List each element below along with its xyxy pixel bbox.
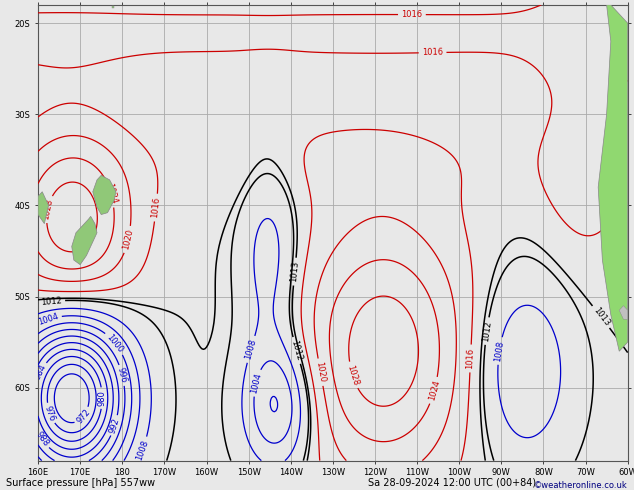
Text: 1020: 1020: [314, 361, 327, 383]
Text: 1012: 1012: [481, 320, 493, 342]
Text: 984: 984: [34, 363, 48, 381]
Text: 1013: 1013: [289, 261, 301, 283]
Text: 980: 980: [98, 390, 107, 406]
Text: 1016: 1016: [465, 348, 476, 369]
Text: ©weatheronline.co.uk: ©weatheronline.co.uk: [534, 481, 628, 490]
Text: Surface pressure [hPa] 557ww: Surface pressure [hPa] 557ww: [6, 478, 155, 488]
Text: 1008: 1008: [493, 340, 505, 362]
Text: 972: 972: [75, 408, 92, 425]
Text: 976: 976: [43, 404, 57, 422]
Polygon shape: [38, 192, 49, 223]
Text: 1000: 1000: [105, 332, 125, 354]
Text: 1004: 1004: [249, 371, 263, 394]
Text: 1008: 1008: [243, 338, 258, 361]
Text: 1004: 1004: [37, 312, 60, 327]
Text: 1024: 1024: [427, 379, 441, 402]
Text: 988: 988: [34, 430, 50, 448]
Polygon shape: [93, 175, 116, 215]
Text: 996: 996: [116, 367, 129, 384]
Text: 1016: 1016: [150, 196, 162, 219]
Text: 1016: 1016: [401, 10, 422, 19]
Text: 1012: 1012: [41, 296, 62, 307]
Polygon shape: [598, 5, 628, 351]
Polygon shape: [112, 6, 114, 8]
Text: Sa 28-09-2024 12:00 UTC (00+84): Sa 28-09-2024 12:00 UTC (00+84): [368, 478, 536, 488]
Text: 1024: 1024: [104, 183, 119, 205]
Text: 1028: 1028: [41, 198, 55, 220]
Text: 1008: 1008: [135, 439, 150, 462]
Text: 992: 992: [108, 416, 121, 435]
Polygon shape: [72, 217, 97, 265]
Text: 1028: 1028: [345, 364, 360, 387]
Text: 1020: 1020: [122, 228, 135, 251]
Text: 1013: 1013: [591, 306, 611, 328]
Text: 1012: 1012: [290, 339, 304, 362]
Polygon shape: [619, 306, 628, 319]
Text: 1016: 1016: [422, 48, 443, 57]
